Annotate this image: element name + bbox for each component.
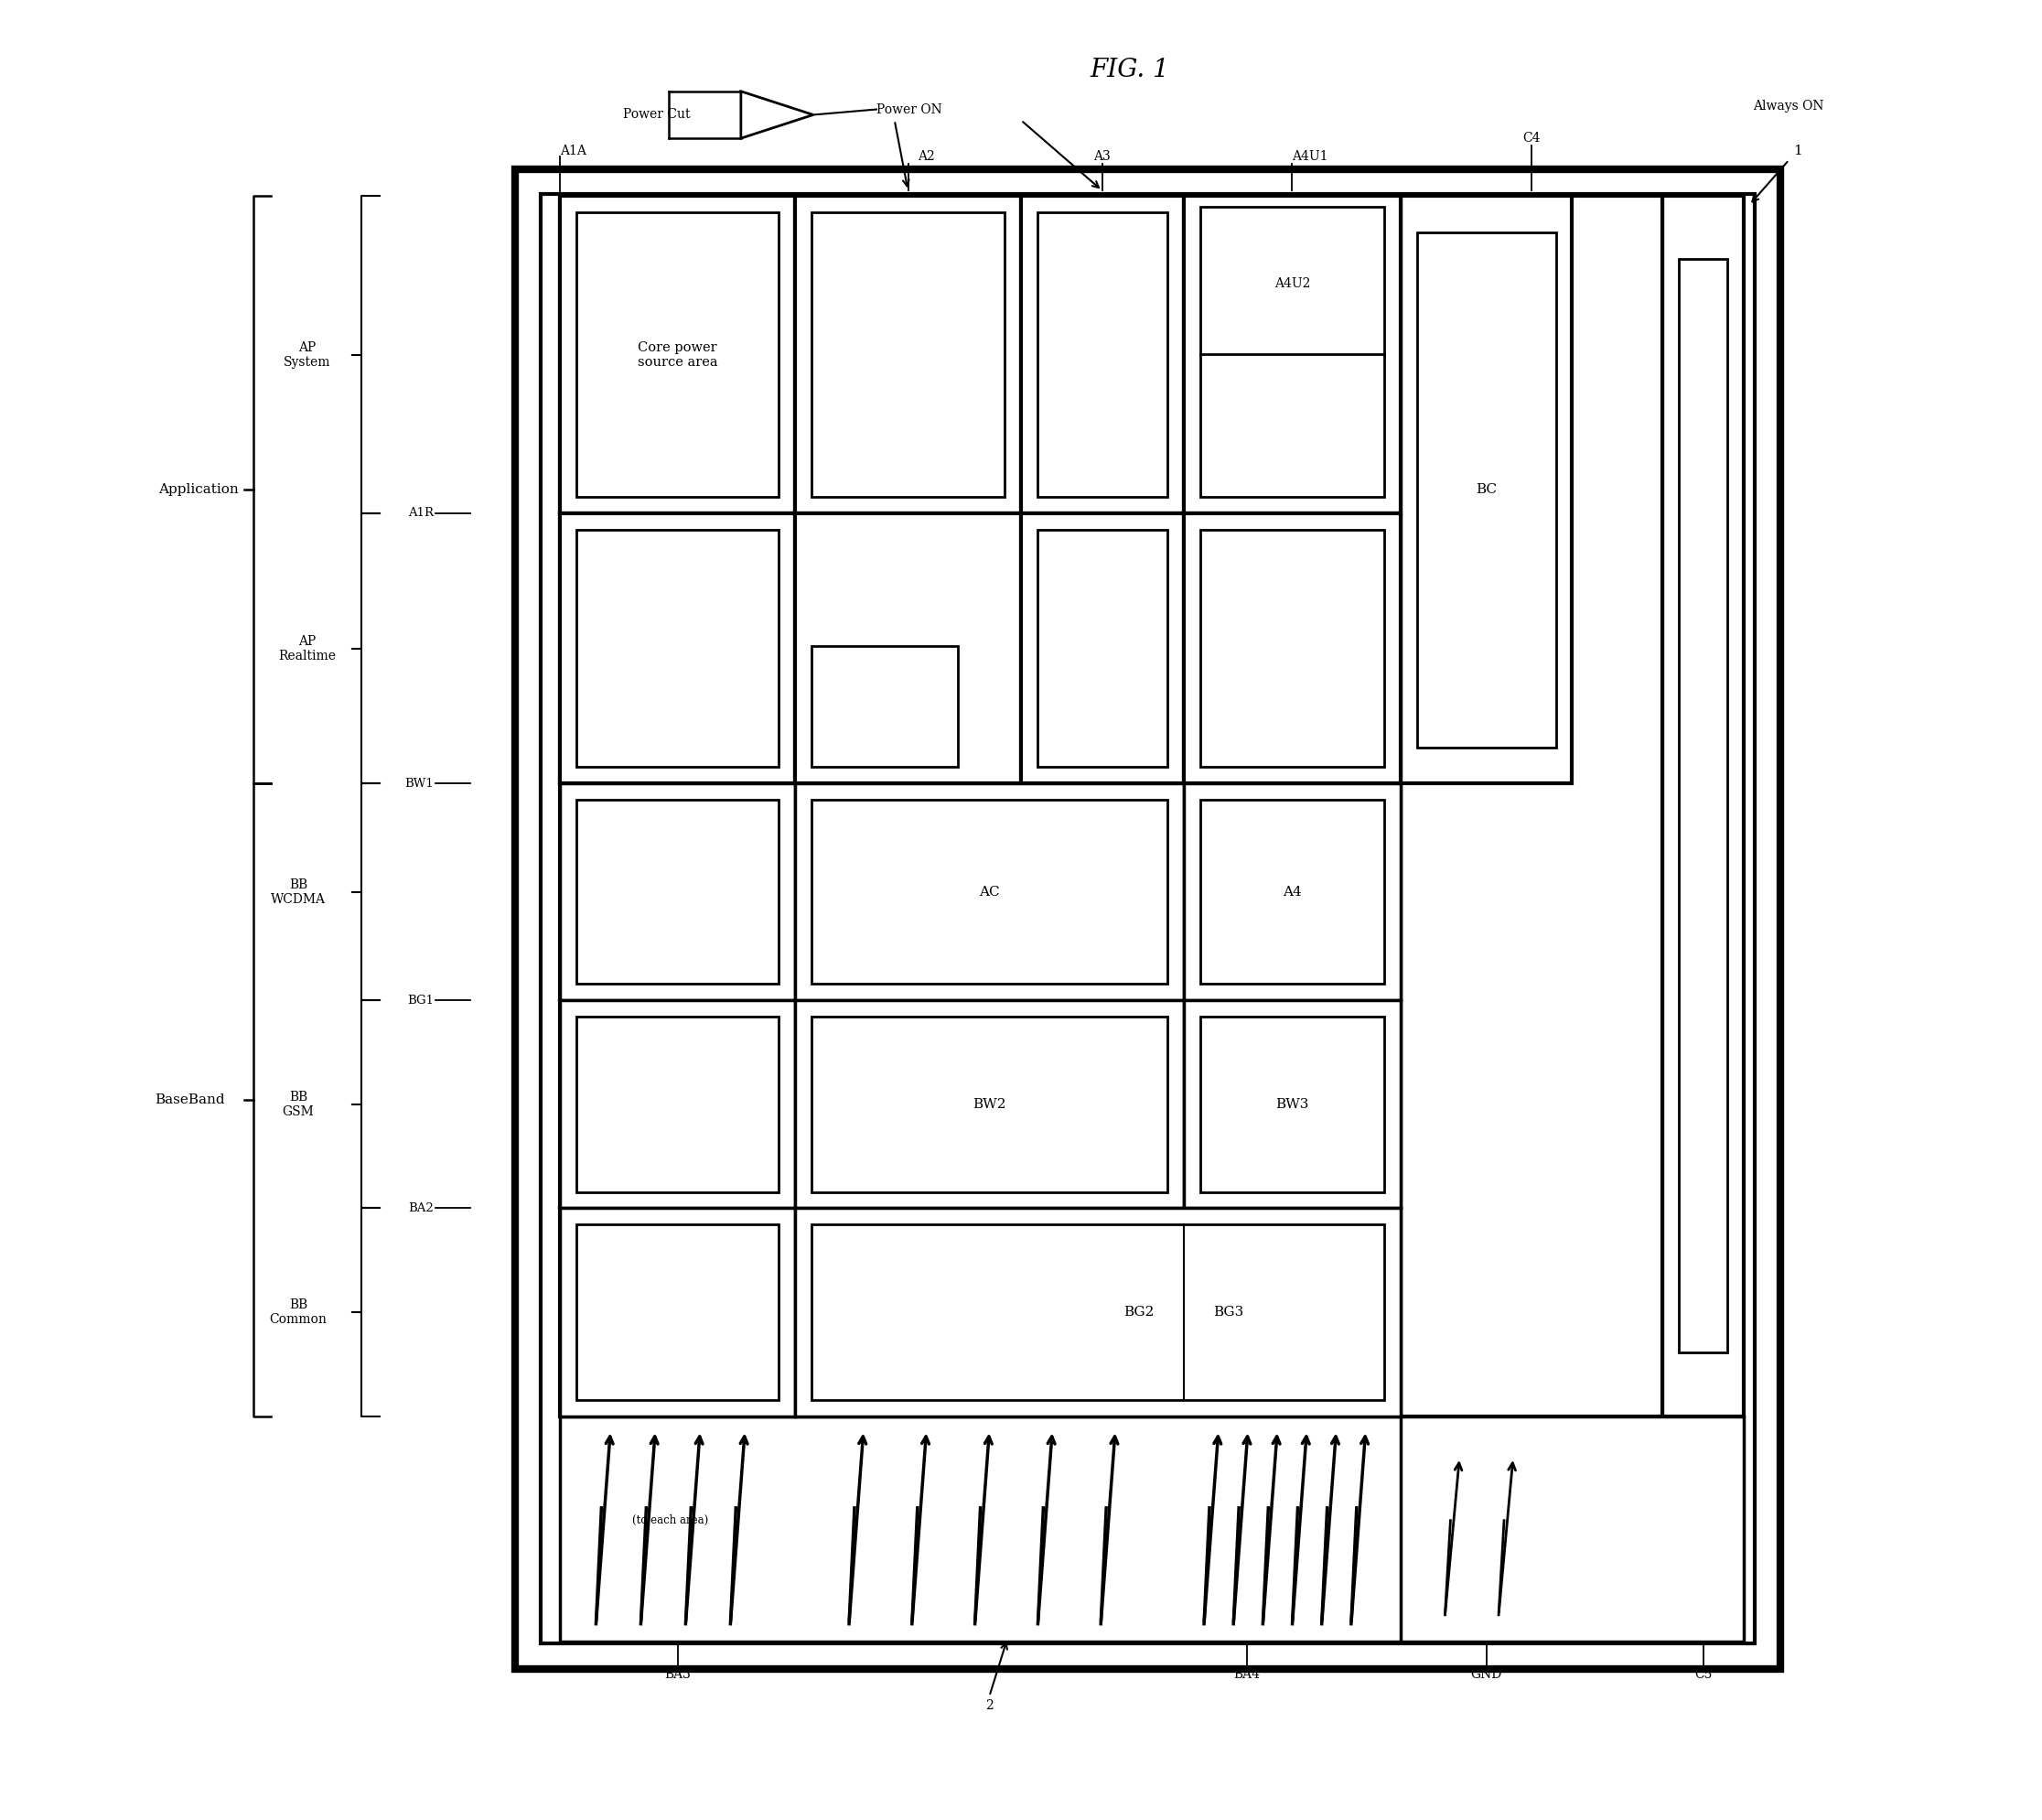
- Bar: [576, 1225, 778, 1400]
- Text: BaseBand: BaseBand: [155, 1094, 225, 1107]
- Bar: [560, 1001, 794, 1208]
- Bar: [1401, 1416, 1744, 1642]
- Text: Application: Application: [159, 484, 239, 497]
- Bar: [794, 513, 1021, 783]
- Text: Always ON: Always ON: [1752, 100, 1824, 113]
- Bar: [794, 783, 1184, 1001]
- Text: BG2: BG2: [1123, 1305, 1154, 1318]
- Bar: [794, 197, 1021, 513]
- Bar: [560, 197, 794, 513]
- Text: A4U2: A4U2: [1274, 278, 1311, 291]
- Text: A1R: A1R: [408, 508, 433, 519]
- Bar: [1662, 197, 1744, 1416]
- Bar: [811, 213, 1005, 497]
- Bar: [541, 195, 1754, 1643]
- Bar: [1201, 799, 1384, 985]
- Text: BW3: BW3: [1276, 1097, 1309, 1110]
- Text: BA2: BA2: [408, 1203, 433, 1214]
- Bar: [1417, 233, 1556, 748]
- Text: BG1: BG1: [406, 994, 433, 1006]
- Bar: [811, 1017, 1168, 1192]
- Bar: [1401, 197, 1572, 783]
- Bar: [560, 513, 794, 783]
- Bar: [560, 197, 1401, 783]
- Text: (to each area): (to each area): [633, 1514, 709, 1525]
- Bar: [576, 799, 778, 985]
- Bar: [1401, 197, 1662, 1416]
- Bar: [576, 213, 778, 497]
- Bar: [1037, 213, 1168, 497]
- Text: BB
GSM: BB GSM: [282, 1090, 314, 1117]
- Bar: [1201, 353, 1384, 497]
- Bar: [811, 646, 958, 768]
- Bar: [811, 799, 1168, 985]
- Bar: [1184, 1001, 1401, 1208]
- Text: AP
System: AP System: [284, 340, 331, 368]
- Bar: [1679, 260, 1728, 1352]
- Bar: [576, 530, 778, 768]
- Bar: [1201, 1017, 1384, 1192]
- Text: C4: C4: [1523, 131, 1540, 146]
- Text: BW2: BW2: [972, 1097, 1007, 1110]
- Text: A4U1: A4U1: [1293, 149, 1327, 162]
- Text: AP
Realtime: AP Realtime: [278, 635, 337, 662]
- Bar: [576, 1017, 778, 1192]
- Bar: [560, 1001, 1401, 1208]
- Bar: [560, 1208, 794, 1416]
- Bar: [515, 169, 1781, 1669]
- Bar: [1184, 197, 1401, 513]
- Text: BC: BC: [1476, 484, 1497, 497]
- Text: BA3: BA3: [664, 1669, 690, 1682]
- Text: Power ON: Power ON: [876, 104, 941, 116]
- Bar: [1021, 197, 1184, 513]
- Text: C5: C5: [1695, 1669, 1711, 1682]
- Text: A2: A2: [917, 149, 935, 162]
- Text: 1: 1: [1793, 144, 1803, 157]
- Text: BB
Common: BB Common: [270, 1298, 327, 1327]
- Bar: [1021, 513, 1184, 783]
- Text: 2: 2: [986, 1698, 992, 1711]
- Text: BG3: BG3: [1213, 1305, 1244, 1318]
- Bar: [560, 1416, 1572, 1642]
- Bar: [794, 1208, 1401, 1416]
- Text: FIG. 1: FIG. 1: [1090, 56, 1170, 82]
- Bar: [1184, 783, 1401, 1001]
- Bar: [1201, 530, 1384, 768]
- Text: GND: GND: [1470, 1669, 1503, 1682]
- Text: Core power
source area: Core power source area: [637, 340, 717, 368]
- Bar: [560, 783, 1401, 1001]
- Bar: [560, 1208, 1401, 1416]
- Text: Power Cut: Power Cut: [623, 109, 690, 122]
- Text: BW1: BW1: [404, 777, 433, 790]
- Text: A3: A3: [1095, 149, 1111, 162]
- Text: A4: A4: [1282, 886, 1301, 899]
- Bar: [1184, 513, 1401, 783]
- Text: AC: AC: [978, 886, 1001, 899]
- Bar: [1201, 207, 1384, 355]
- Text: BB
WCDMA: BB WCDMA: [272, 877, 325, 906]
- Bar: [1037, 530, 1168, 768]
- Bar: [811, 1225, 1384, 1400]
- Bar: [560, 783, 794, 1001]
- Bar: [794, 1001, 1184, 1208]
- Text: A1A: A1A: [560, 144, 586, 157]
- Text: BA4: BA4: [1233, 1669, 1260, 1682]
